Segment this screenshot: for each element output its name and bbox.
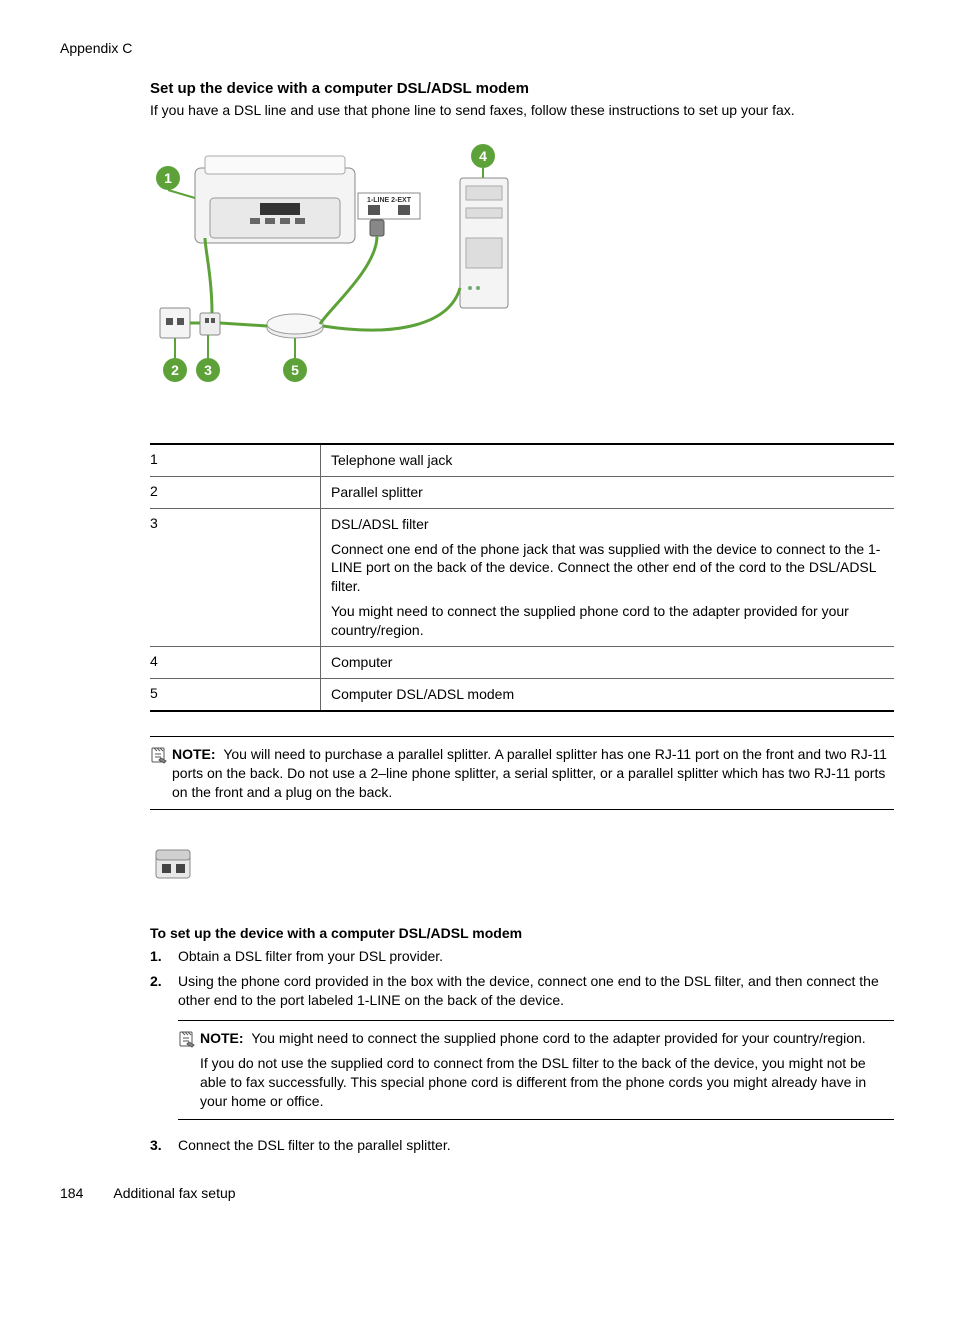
note-icon [178, 1029, 200, 1053]
table-row: 1 Telephone wall jack [150, 445, 894, 477]
table-row: 4 Computer [150, 647, 894, 679]
diagram-printer: 1-LINE 2-EXT [195, 156, 420, 243]
list-item: 2. Using the phone cord provided in the … [150, 972, 894, 1129]
table-num: 5 [150, 679, 320, 710]
table-row: 3 DSL/ADSL filter Connect one end of the… [150, 509, 894, 647]
table-desc: Computer DSL/ADSL modem [320, 679, 894, 710]
note-icon [150, 745, 172, 769]
diagram-wires [190, 236, 460, 330]
note-block: NOTE: You will need to purchase a parall… [150, 736, 894, 811]
splitter-illustration [150, 840, 894, 895]
svg-text:3: 3 [204, 362, 212, 378]
page-number: 184 [60, 1185, 83, 1201]
diagram-port-label: 1-LINE 2-EXT [367, 197, 412, 204]
table-num: 3 [150, 509, 320, 646]
table-desc: Telephone wall jack [320, 445, 894, 476]
footer-section: Additional fax setup [113, 1185, 235, 1201]
note-block: NOTE: You might need to connect the supp… [178, 1020, 894, 1120]
steps-heading: To set up the device with a computer DSL… [150, 925, 894, 941]
diagram-dsl-filter [267, 314, 323, 338]
svg-text:5: 5 [291, 362, 299, 378]
note-text: NOTE: You might need to connect the supp… [200, 1029, 894, 1111]
page-footer: 184 Additional fax setup [60, 1185, 894, 1201]
table-desc: DSL/ADSL filter Connect one end of the p… [320, 509, 894, 646]
appendix-label: Appendix C [60, 40, 894, 56]
diagram-wall-jack [160, 308, 190, 338]
diagram-splitter [200, 313, 220, 335]
callout-table: 1 Telephone wall jack 2 Parallel splitte… [150, 443, 894, 712]
svg-text:4: 4 [479, 148, 487, 164]
table-num: 4 [150, 647, 320, 678]
steps-list: 1. Obtain a DSL filter from your DSL pro… [150, 947, 894, 1154]
connection-diagram: 1-LINE 2-EXT [150, 138, 894, 403]
table-desc: Parallel splitter [320, 477, 894, 508]
table-num: 1 [150, 445, 320, 476]
table-row: 2 Parallel splitter [150, 477, 894, 509]
section-heading: Set up the device with a computer DSL/AD… [150, 80, 894, 97]
svg-text:1: 1 [164, 170, 172, 186]
list-item: 3. Connect the DSL filter to the paralle… [150, 1136, 894, 1155]
table-row: 5 Computer DSL/ADSL modem [150, 679, 894, 710]
list-item: 1. Obtain a DSL filter from your DSL pro… [150, 947, 894, 966]
table-num: 2 [150, 477, 320, 508]
table-desc: Computer [320, 647, 894, 678]
svg-text:2: 2 [171, 362, 179, 378]
note-text: NOTE: You will need to purchase a parall… [172, 745, 894, 802]
intro-paragraph: If you have a DSL line and use that phon… [150, 101, 894, 120]
diagram-computer [460, 178, 508, 308]
